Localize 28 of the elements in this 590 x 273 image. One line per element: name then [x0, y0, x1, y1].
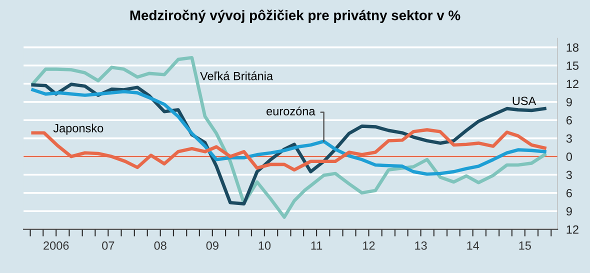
x-tick-label: 07 — [102, 241, 114, 250]
y-tick-label: 18 — [566, 43, 578, 52]
y-tick-label: 6 — [566, 116, 572, 125]
y-tick-label: 9 — [566, 207, 572, 216]
x-tick-label: 11 — [311, 242, 322, 250]
y-tick-label: 12 — [566, 80, 578, 88]
y-tick-label: 3 — [566, 170, 572, 180]
x-tick-label: 08 — [154, 241, 166, 250]
y-tick-label: 9 — [566, 98, 572, 106]
line-series — [31, 56, 546, 219]
line-series — [31, 88, 546, 176]
y-tick-label: 12 — [566, 225, 578, 234]
x-tick-label: 12 — [363, 241, 375, 250]
x-tick-label: 14 — [467, 242, 480, 250]
x-tick-label: 09 — [206, 241, 218, 250]
series-label: Veľká Británia — [200, 71, 274, 80]
y-tick-label: 6 — [566, 188, 572, 198]
chart-title: Medziročný vývoj pôžičiek pre privátny sektor v % — [130, 10, 460, 24]
x-tick-label: 2006 — [44, 241, 69, 250]
x-tick-label: 15 — [519, 242, 531, 250]
series-label: USA — [512, 96, 536, 106]
y-tick-label: 15 — [566, 62, 579, 70]
x-tick-label: 10 — [258, 241, 271, 250]
y-tick-label: 0 — [566, 152, 572, 161]
text: eurozóna — [266, 106, 316, 116]
series-label: Japonsko — [53, 124, 104, 135]
x-tick-label: 13 — [415, 241, 427, 250]
y-tick-label: 3 — [566, 134, 572, 143]
